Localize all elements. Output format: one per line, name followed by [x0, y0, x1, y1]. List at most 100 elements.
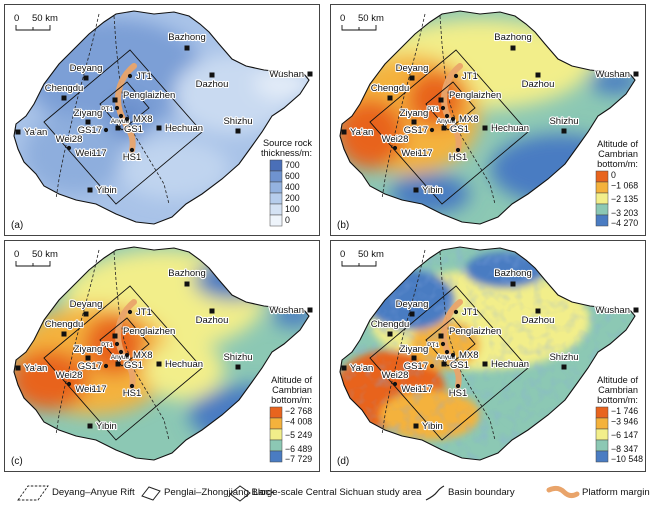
well-marker-wei28 — [392, 381, 398, 387]
legend-value: −6 147 — [611, 430, 638, 440]
figure-legend: Deyang–Anyue Rift Penglai–Zhongjiang Blo… — [0, 480, 650, 507]
well-marker-gs17 — [429, 127, 435, 133]
well-marker-pt1 — [114, 341, 120, 347]
legend-value: 600 — [285, 171, 300, 181]
legend-title: Cambrian — [598, 149, 638, 159]
city-marker-yaan — [341, 129, 347, 135]
place-label-wei117: Wei117 — [75, 148, 106, 159]
legend-swatch — [269, 159, 283, 172]
place-label-shizhu: Shizhu — [549, 116, 578, 127]
well-marker-hs1 — [455, 383, 461, 389]
place-label-wei117: Wei117 — [75, 384, 106, 395]
city-marker-yibin — [413, 187, 419, 193]
scale-label: 50 km — [358, 249, 384, 260]
place-label-chengdu: Chengdu — [45, 83, 84, 94]
place-label-gs17: GS17 — [78, 125, 102, 136]
well-marker-mx8 — [450, 352, 456, 358]
city-marker-deyang — [83, 311, 89, 317]
city-marker-deyang — [83, 75, 89, 81]
city-marker-bazhong — [510, 45, 516, 51]
place-label-penglaizhen: Penglaizhen — [123, 326, 175, 337]
legend-value: 200 — [285, 193, 300, 203]
legend-value: −6 489 — [285, 444, 312, 454]
well-marker-wei28 — [66, 145, 72, 151]
well-marker-hs1 — [129, 147, 135, 153]
scale-label: 50 km — [32, 249, 58, 260]
place-label-hechuan: Hechuan — [491, 359, 529, 370]
place-label-wei28: Wei28 — [382, 370, 409, 381]
well-marker-pt1 — [440, 105, 446, 111]
well-marker-wei117 — [89, 385, 95, 391]
penglai-zhongjiang-block — [99, 81, 150, 131]
well-marker-wei117 — [415, 385, 421, 391]
legend-rift-label: Deyang–Anyue Rift — [52, 487, 135, 498]
legend-value: −8 347 — [611, 444, 638, 454]
panel-tag: (d) — [337, 456, 349, 467]
well-marker-pt1 — [440, 341, 446, 347]
legend-boundary-label: Basin boundary — [448, 487, 515, 498]
legend-value: −4 270 — [611, 218, 638, 228]
place-label-gs1: GS1 — [450, 360, 469, 371]
legend-value: −2 768 — [285, 406, 312, 416]
legend-swatch — [595, 192, 609, 205]
place-label-deyang: Deyang — [396, 299, 429, 310]
city-marker-gs1 — [441, 361, 447, 367]
city-marker-hechuan — [156, 125, 162, 131]
city-marker-hechuan — [156, 361, 162, 367]
scale-bar: 0 50 km — [14, 13, 58, 31]
place-label-pt1: PT1 — [101, 342, 113, 349]
city-marker-dazhou — [535, 72, 541, 78]
panel-tag: (c) — [11, 456, 23, 467]
basin-boundary — [339, 10, 636, 225]
well-marker-anyue — [118, 113, 124, 119]
well-marker-anyue — [118, 349, 124, 355]
legend-value: 0 — [285, 215, 290, 225]
legend-swatch — [269, 214, 283, 227]
place-label-bazhong: Bazhong — [494, 32, 532, 43]
place-label-gs1: GS1 — [124, 124, 143, 135]
place-label-jt1: JT1 — [136, 307, 152, 318]
city-marker-shizhu — [561, 364, 567, 370]
legend-value: 700 — [285, 160, 300, 170]
scale-zero: 0 — [340, 13, 345, 24]
rift-boundary-west — [381, 249, 426, 436]
place-label-hs1: HS1 — [449, 388, 467, 399]
legend-block-label: Penglai–Zhongjiang Block — [164, 487, 275, 498]
city-marker-chengdu — [387, 331, 393, 337]
legend-swatch — [269, 170, 283, 183]
penglai-zhongjiang-block — [425, 81, 476, 131]
city-marker-wushan — [307, 71, 313, 77]
legend-swatch — [595, 214, 609, 227]
place-label-gs17: GS17 — [404, 361, 428, 372]
place-label-pt1: PT1 — [427, 342, 439, 349]
city-marker-deyang — [409, 75, 415, 81]
place-label-yibin: Yibin — [96, 185, 117, 196]
place-label-shizhu: Shizhu — [549, 352, 578, 363]
legend-swatch — [269, 203, 283, 216]
legend-value: −10 548 — [611, 454, 643, 464]
legend-swatch — [269, 450, 283, 463]
place-label-wushan: Wushan — [269, 69, 304, 80]
platform-margin-belt — [441, 63, 463, 153]
legend-value: −1 746 — [611, 406, 638, 416]
place-label-chengdu: Chengdu — [371, 319, 410, 330]
legend-value: −4 008 — [285, 416, 312, 426]
city-marker-yibin — [413, 423, 419, 429]
legend-title: Altitude of — [597, 375, 638, 385]
well-marker-hs1 — [455, 147, 461, 153]
legend-swatch — [269, 417, 283, 430]
place-label-ziyang: Ziyang — [400, 344, 429, 355]
place-label-deyang: Deyang — [70, 299, 103, 310]
scale-bar: 0 50 km — [340, 13, 384, 31]
legend-title: Source rock — [263, 138, 312, 148]
well-marker-gs17 — [429, 363, 435, 369]
place-label-yaan: Ya'an — [350, 363, 373, 374]
place-label-dazhou: Dazhou — [522, 79, 555, 90]
place-label-yibin: Yibin — [96, 421, 117, 432]
city-marker-shizhu — [235, 128, 241, 134]
legend-swatch — [595, 203, 609, 216]
city-marker-dazhou — [209, 72, 215, 78]
legend-swatch — [269, 181, 283, 194]
